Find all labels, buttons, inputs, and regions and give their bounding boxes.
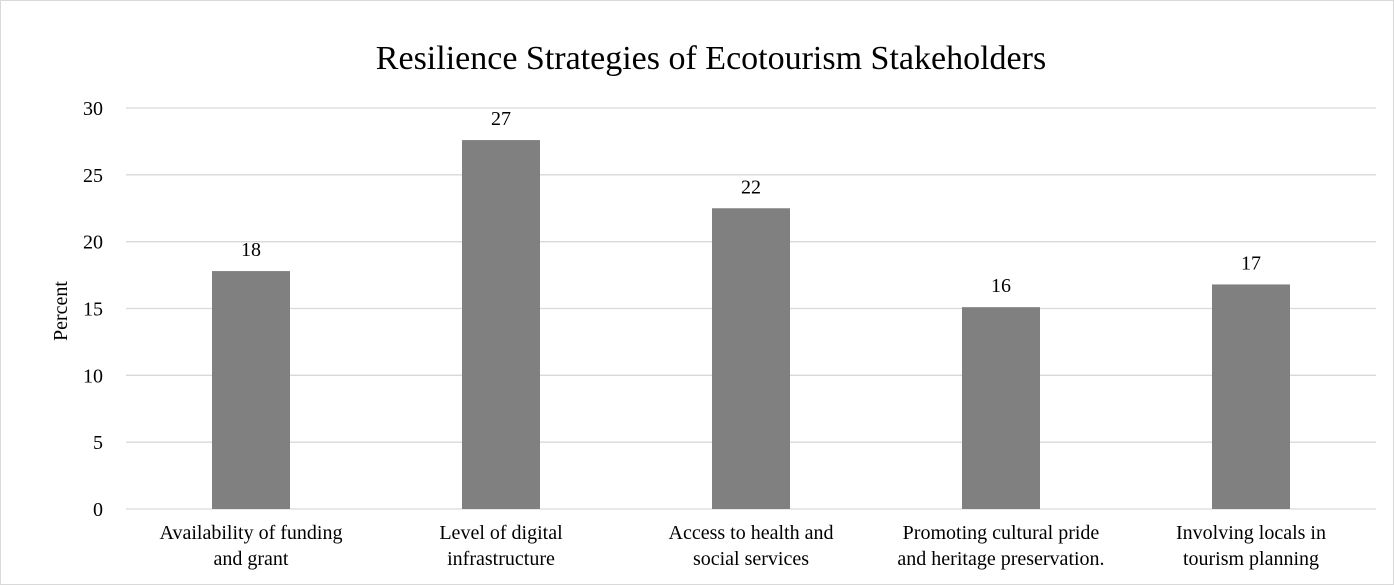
bars <box>212 140 1290 509</box>
category-label-3-line-2: social services <box>693 548 809 570</box>
category-label-2-line-1: Level of digital <box>439 522 563 544</box>
y-tick-label-20: 20 <box>83 232 103 254</box>
data-label-1: 18 <box>241 239 261 261</box>
category-label-1-line-2: and grant <box>214 548 289 570</box>
data-label-2: 27 <box>491 108 511 130</box>
chart-title: Resilience Strategies of Ecotourism Stak… <box>376 40 1046 77</box>
y-tick-label-30: 30 <box>83 98 103 120</box>
data-label-5: 17 <box>1241 252 1261 274</box>
y-axis-ticks: 0 5 10 15 20 25 30 <box>83 98 103 521</box>
y-tick-label-15: 15 <box>83 299 103 321</box>
y-tick-label-10: 10 <box>83 365 103 387</box>
bar-1 <box>212 271 290 509</box>
data-label-3: 22 <box>741 176 761 198</box>
y-tick-label-5: 5 <box>93 432 103 454</box>
bar-3 <box>712 208 790 509</box>
category-label-3-line-1: Access to health and <box>669 522 834 544</box>
category-label-1-line-1: Availability of funding <box>160 522 343 544</box>
y-axis-title: Percent <box>50 281 72 341</box>
bar-4 <box>962 307 1040 509</box>
data-labels: 18 27 22 16 17 <box>241 108 1261 297</box>
category-labels: Availability of funding and grant Level of… <box>160 522 1326 570</box>
category-label-2-line-2: infrastructure <box>447 548 555 570</box>
bar-2 <box>462 140 540 509</box>
y-tick-label-0: 0 <box>93 499 103 521</box>
category-label-4-line-2: and heritage preservation. <box>897 548 1104 570</box>
bar-5 <box>1212 284 1290 509</box>
category-label-4-line-1: Promoting cultural pride <box>903 522 1100 544</box>
data-label-4: 16 <box>991 275 1011 297</box>
category-label-5-line-2: tourism planning <box>1183 548 1319 570</box>
category-label-5-line-1: Involving locals in <box>1176 522 1326 544</box>
y-tick-label-25: 25 <box>83 165 103 187</box>
